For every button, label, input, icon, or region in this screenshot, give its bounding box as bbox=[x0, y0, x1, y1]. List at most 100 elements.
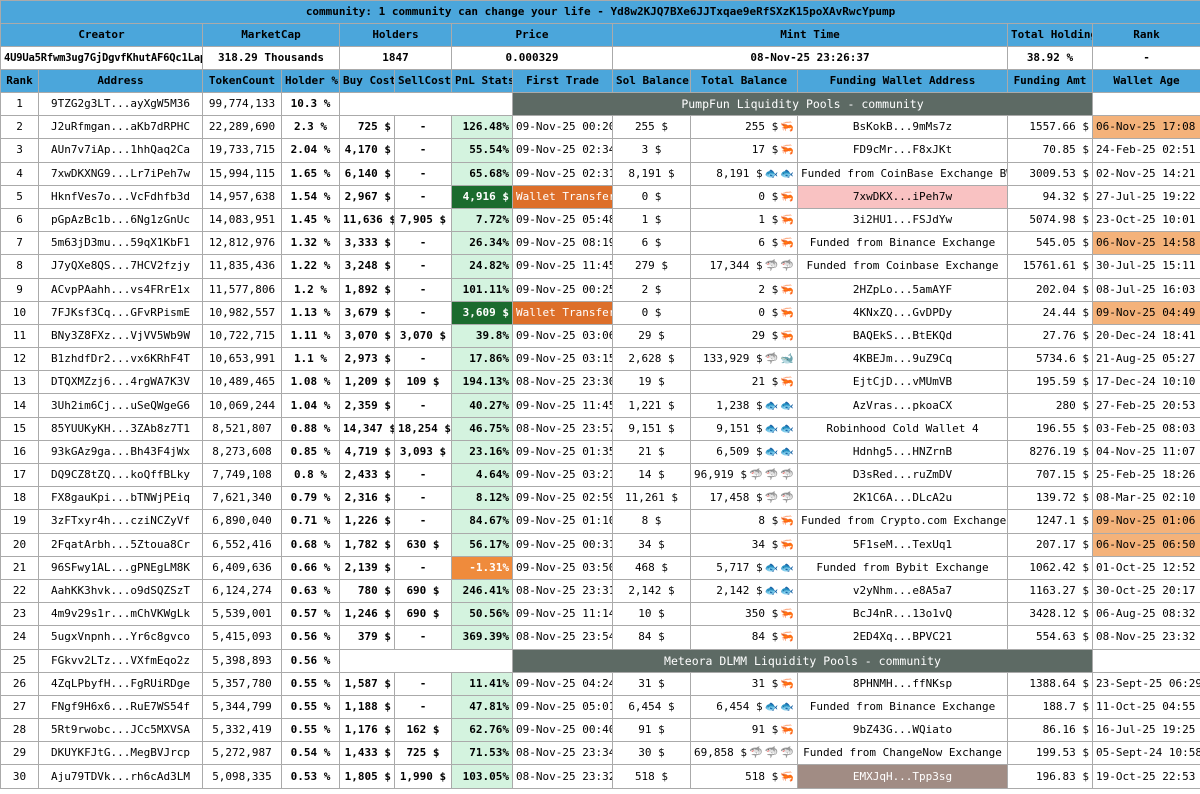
address-cell[interactable]: ACvpPAahh...vs4FRrE1x bbox=[38, 277, 203, 302]
address-cell[interactable]: 85YUUKyKH...3ZAb8z7T1 bbox=[38, 416, 203, 441]
wallet-age-cell: 06-Nov-25 14:58 bbox=[1091, 231, 1200, 256]
address-cell[interactable]: 4ZqLPbyfH...FgRUiRDge bbox=[38, 671, 203, 696]
first-trade-cell: 09-Nov-25 05:01 bbox=[512, 694, 613, 720]
pnl-stats-cell: 126.48% bbox=[451, 115, 513, 140]
address-cell[interactable]: 5ugxVnpnh...Yr6c8gvco bbox=[38, 625, 203, 650]
address-cell[interactable]: 5m63jD3mu...59qX1KbF1 bbox=[38, 231, 203, 256]
buy-cost-cell: 1,433 $ bbox=[339, 741, 395, 766]
summary-header-rank: Rank bbox=[1091, 23, 1200, 47]
sol-balance-cell: 518 $ bbox=[612, 764, 691, 789]
address-cell[interactable]: BNy3Z8FXz...VjVV5Wb9W bbox=[38, 323, 203, 349]
shark-icon: 🦈 bbox=[764, 491, 779, 505]
funding-wallet-cell[interactable]: EjtCjD...vMUmVB bbox=[797, 370, 1008, 395]
funding-wallet-cell[interactable]: 2HZpLo...5amAYF bbox=[797, 277, 1008, 302]
address-cell[interactable]: AUn7v7iAp...1hhQaq2Ca bbox=[38, 138, 203, 163]
funding-wallet-cell[interactable]: 4KBEJm...9uZ9Cq bbox=[797, 347, 1008, 372]
address-cell[interactable]: FX8gauKpi...bTNWjPEiq bbox=[38, 486, 203, 511]
address-cell[interactable]: DTQXMZzj6...4rgWA7K3V bbox=[38, 370, 203, 395]
funding-wallet-cell[interactable]: D3sRed...ruZmDV bbox=[797, 462, 1008, 488]
total-balance-cell: 8,191 $ 🐟 🐟 bbox=[690, 161, 798, 186]
total-balance-amount: 17 $ bbox=[751, 143, 779, 157]
funding-wallet-cell[interactable]: 2ED4Xq...BPVC21 bbox=[797, 625, 1008, 650]
sol-balance-cell: 0 $ bbox=[612, 184, 691, 209]
total-balance-cell: 96,919 $ 🦈 🦈 🦈 bbox=[690, 462, 798, 488]
pnl-stats-cell: 40.27% bbox=[451, 393, 513, 418]
sol-balance-cell: 6,454 $ bbox=[612, 694, 691, 720]
address-cell[interactable]: 7xwDKXNG9...Lr7iPeh7w bbox=[38, 161, 203, 186]
address-cell[interactable]: HknfVes7o...VcFdhfb3d bbox=[38, 184, 203, 209]
address-cell[interactable]: 93kGAz9ga...Bh43F4jWx bbox=[38, 439, 203, 465]
summary-header-total-holding: Total Holding bbox=[1007, 23, 1093, 47]
address-cell[interactable]: J2uRfmgan...aKb7dRPHC bbox=[38, 115, 203, 140]
address-cell[interactable]: Aju79TDVk...rh6cAd3LM bbox=[38, 764, 203, 789]
funding-wallet-cell[interactable]: BAQEkS...BtEKQd bbox=[797, 323, 1008, 349]
funding-wallet-cell[interactable]: Funded from Binance Exchange bbox=[797, 231, 1008, 256]
holder-pct-cell: 1.22 % bbox=[281, 254, 340, 279]
creator-address[interactable]: 4U9Ua5Rfwm3ug7GjDgvfKhutAF6Qc1Lap8VNoKrN… bbox=[0, 46, 203, 70]
pnl-stats-cell: 369.39% bbox=[451, 625, 513, 650]
funding-wallet-cell[interactable]: AzVras...pkoaCX bbox=[797, 393, 1008, 418]
funding-wallet-cell[interactable]: v2yNhm...e8A5a7 bbox=[797, 578, 1008, 604]
funding-wallet-cell[interactable]: Funded from CoinBase Exchange BWs bbox=[797, 161, 1008, 186]
sell-cost-cell: 162 $ bbox=[394, 718, 452, 743]
total-balance-cell: 34 $ 🦐 bbox=[690, 532, 798, 557]
total-balance-amount: 6,454 $ bbox=[716, 699, 763, 713]
address-cell[interactable]: 7FJKsf3Cq...GFvRPismE bbox=[38, 300, 203, 325]
address-cell[interactable]: J7yQXe8QS...7HCV2fzjy bbox=[38, 254, 203, 279]
address-cell[interactable]: 3zFTxyr4h...cziNCZyVf bbox=[38, 509, 203, 534]
sol-balance-cell: 19 $ bbox=[612, 370, 691, 395]
total-balance-cell: 0 $ 🦐 bbox=[690, 300, 798, 325]
address-cell[interactable]: pGpAzBc1b...6Ng1zGnUc bbox=[38, 207, 203, 233]
token-count-cell: 6,890,040 bbox=[202, 509, 282, 534]
funding-wallet-cell[interactable]: 7xwDKX...iPeh7w bbox=[797, 184, 1008, 209]
address-cell[interactable]: DKUYKFJtG...MegBVJrcp bbox=[38, 741, 203, 766]
total-balance-cell: 1,238 $ 🐟 🐟 bbox=[690, 393, 798, 418]
funding-wallet-cell[interactable]: Robinhood Cold Wallet 4 bbox=[797, 416, 1008, 441]
funding-wallet-cell[interactable]: Funded from Coinbase Exchange bbox=[797, 254, 1008, 279]
funding-wallet-cell[interactable]: 9bZ43G...WQiato bbox=[797, 718, 1008, 743]
address-cell[interactable]: DQ9CZ8tZQ...koQffBLky bbox=[38, 462, 203, 488]
funding-wallet-cell[interactable]: 5F1seM...TexUq1 bbox=[797, 532, 1008, 557]
funding-wallet-cell[interactable]: Funded from Crypto.com Exchange bbox=[797, 509, 1008, 534]
buy-cost-cell: 3,070 $ bbox=[339, 323, 395, 349]
funding-amount-cell: 3428.12 $ bbox=[1007, 602, 1093, 627]
buy-cost-cell: 4,170 $ bbox=[339, 138, 395, 163]
token-count-cell: 6,124,274 bbox=[202, 578, 282, 604]
funding-wallet-cell[interactable]: Hdnhg5...HNZrnB bbox=[797, 439, 1008, 465]
funding-wallet-cell[interactable]: BsKokB...9mMs7z bbox=[797, 115, 1008, 140]
pnl-stats-cell: 11.41% bbox=[451, 671, 513, 696]
funding-wallet-cell[interactable]: Funded from Binance Exchange bbox=[797, 694, 1008, 720]
total-balance-cell: 21 $ 🦐 bbox=[690, 370, 798, 395]
funding-wallet-cell[interactable]: Funded from Bybit Exchange bbox=[797, 555, 1008, 580]
address-cell[interactable]: AahKK3hvk...o9dSQZSzT bbox=[38, 578, 203, 604]
funding-wallet-cell[interactable]: FD9cMr...F8xJKt bbox=[797, 138, 1008, 163]
first-trade-cell: 09-Nov-25 01:10 bbox=[512, 509, 613, 534]
address-cell[interactable]: 4m9v29s1r...mChVKWgLk bbox=[38, 602, 203, 627]
rank-cell: 30 bbox=[0, 764, 39, 789]
buy-cost-cell: 2,139 $ bbox=[339, 555, 395, 580]
address-cell[interactable]: 3Uh2im6Cj...uSeQWgeG6 bbox=[38, 393, 203, 418]
token-count-cell: 7,621,340 bbox=[202, 486, 282, 511]
wallet-age-cell: 08-Jul-25 16:03 bbox=[1091, 277, 1200, 302]
address-cell[interactable]: 96SFwy1AL...gPNEgLM8K bbox=[38, 555, 203, 580]
address-cell[interactable]: FGkvv2LTz...VXfmEqo2z bbox=[38, 648, 203, 673]
funding-wallet-cell[interactable]: 8PHNMH...ffNKsp bbox=[797, 671, 1008, 696]
address-cell[interactable]: 9TZG2g3LT...ayXgW5M36 bbox=[38, 91, 203, 117]
rank-cell: 3 bbox=[0, 138, 39, 163]
sol-balance-cell: 29 $ bbox=[612, 323, 691, 349]
funding-wallet-cell[interactable]: 4KNxZQ...GvDPDy bbox=[797, 300, 1008, 325]
address-cell[interactable]: B1zhdfDr2...vx6KRhF4T bbox=[38, 347, 203, 372]
total-balance-amount: 9,151 $ bbox=[716, 421, 763, 435]
address-cell[interactable]: 2FqatArbh...5Ztoua8Cr bbox=[38, 532, 203, 557]
fish-icon: 🐟 bbox=[764, 560, 779, 574]
funding-wallet-cell[interactable]: BcJ4nR...13o1vQ bbox=[797, 602, 1008, 627]
funding-amount-cell: 207.17 $ bbox=[1007, 532, 1093, 557]
address-cell[interactable]: FNgf9H6x6...RuE7WS54f bbox=[38, 694, 203, 720]
wallet-age-cell: 17-Dec-24 10:10 bbox=[1091, 370, 1200, 395]
address-cell[interactable]: 5Rt9rwobc...JCc5MXVSA bbox=[38, 718, 203, 743]
funding-wallet-cell[interactable]: EMXJqH...Tpp3sg bbox=[797, 764, 1008, 789]
funding-wallet-cell[interactable]: 2K1C6A...DLcA2u bbox=[797, 486, 1008, 511]
funding-wallet-cell[interactable]: Funded from ChangeNow Exchange bbox=[797, 741, 1008, 766]
table-row: 19 3zFTxyr4h...cziNCZyVf 6,890,040 0.71 % 1,… bbox=[0, 509, 1200, 534]
funding-wallet-cell[interactable]: 3i2HU1...FSJdYw bbox=[797, 207, 1008, 233]
